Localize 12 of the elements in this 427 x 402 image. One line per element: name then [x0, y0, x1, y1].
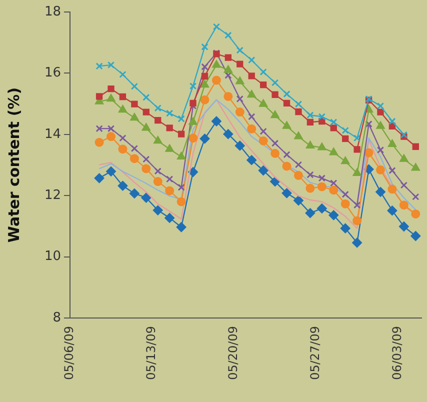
y-tick-label: 14 — [44, 126, 61, 142]
y-tick-label: 12 — [44, 188, 61, 203]
y-tick-label: 10 — [44, 249, 61, 264]
y-tick-label: 8 — [52, 310, 61, 326]
y-tick-label: 16 — [44, 66, 61, 81]
y-tick-label: 18 — [44, 4, 61, 20]
y-axis-title: Water content (%) — [4, 87, 23, 243]
x-tick-label: 05/27/09 — [308, 326, 322, 380]
x-tick-label: 05/20/09 — [226, 326, 240, 380]
x-tick-label: 05/13/09 — [144, 326, 158, 380]
x-tick-label: 05/06/09 — [62, 326, 76, 380]
x-tick-label: 06/03/09 — [390, 326, 404, 380]
